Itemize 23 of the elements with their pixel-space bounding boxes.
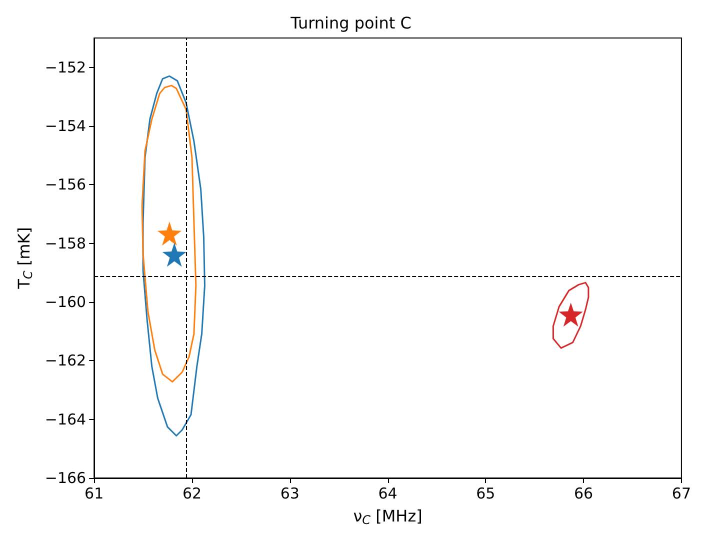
point: [162, 242, 186, 267]
x-tick-label: 61: [84, 484, 104, 502]
y-tick-label: −156: [44, 176, 86, 194]
point: [558, 302, 583, 327]
x-tick-label: 63: [280, 484, 300, 502]
line-series: [142, 75, 206, 437]
y-tick-label: −162: [44, 352, 86, 370]
x-tick-label: 65: [476, 484, 496, 502]
y-tick-label: −160: [44, 293, 86, 311]
line-series: [552, 282, 590, 349]
x-tick-label: 62: [182, 484, 202, 502]
y-tick-label: −154: [44, 117, 86, 135]
y-tick-label: −158: [44, 234, 86, 252]
x-tick-label: 67: [672, 484, 692, 502]
chart-title: Turning point C: [290, 14, 412, 32]
x-tick-label: 64: [378, 484, 398, 502]
y-tick-label: −164: [44, 410, 86, 428]
y-tick-label: −152: [44, 58, 86, 76]
y-tick-label: −166: [44, 469, 86, 487]
point: [157, 222, 182, 246]
line-series: [141, 84, 197, 383]
y-axis-title: TC [mK]: [14, 227, 35, 290]
x-tick-label: 66: [574, 484, 594, 502]
